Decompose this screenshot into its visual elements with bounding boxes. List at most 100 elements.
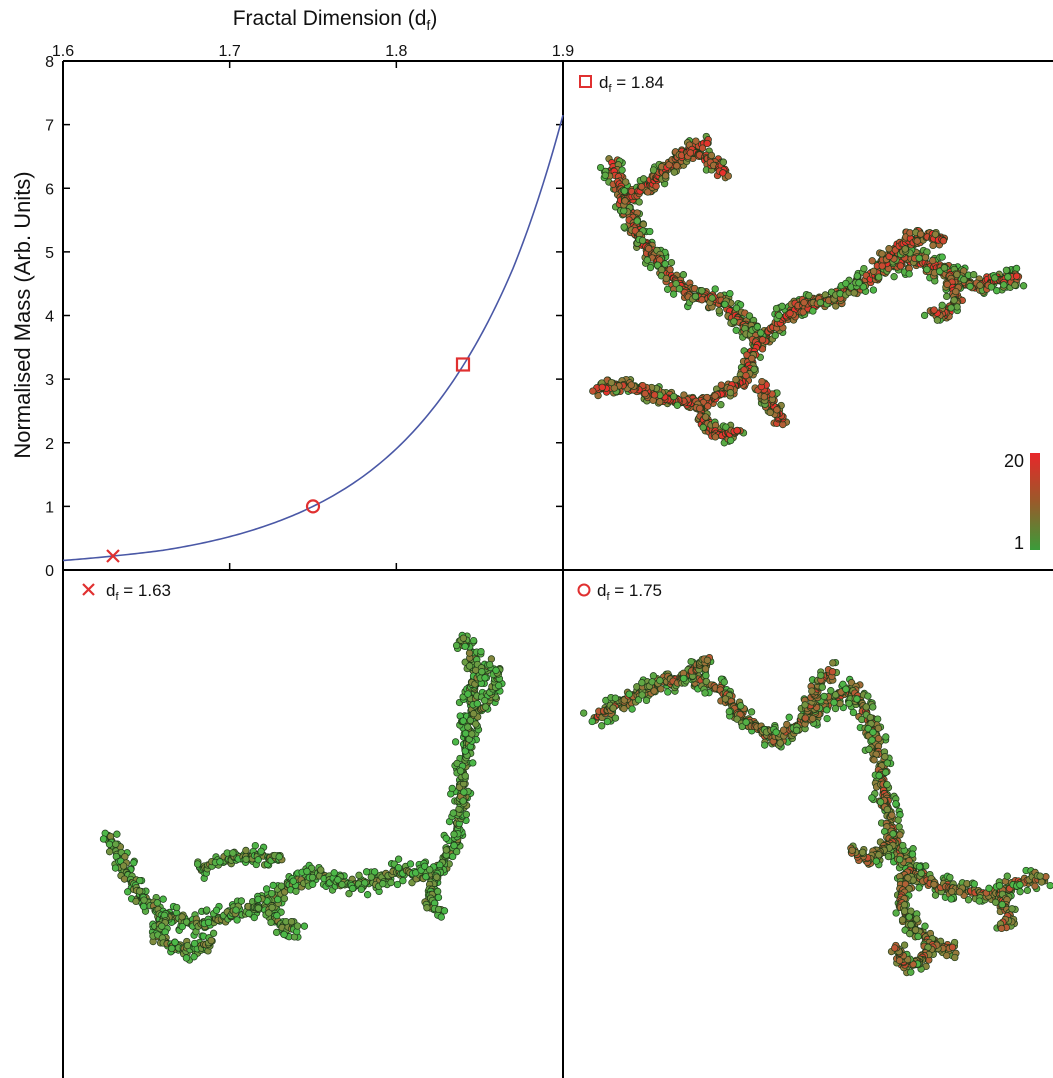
particle <box>703 139 711 148</box>
y-axis-label: Normalised Mass (Arb. Units) <box>10 171 35 458</box>
y-tick-label: 5 <box>45 245 54 262</box>
particle <box>1016 881 1024 889</box>
particle <box>277 882 286 890</box>
particle <box>883 805 891 814</box>
particle <box>900 941 909 949</box>
particle <box>725 707 733 716</box>
particle <box>254 904 263 912</box>
particle <box>611 714 620 722</box>
particle <box>761 741 769 749</box>
particle <box>216 858 224 866</box>
particle <box>168 944 176 953</box>
particle <box>692 137 700 145</box>
particle <box>875 851 883 859</box>
particle <box>817 671 825 679</box>
particle <box>905 913 913 921</box>
particle <box>182 954 191 962</box>
particle <box>938 253 946 261</box>
particle <box>943 292 951 301</box>
panel-label-text: df = 1.84 <box>599 73 664 95</box>
particle <box>711 285 719 293</box>
particle <box>662 274 670 283</box>
particle <box>750 365 758 373</box>
particle <box>330 869 338 877</box>
particle <box>262 885 271 893</box>
particle <box>953 303 961 311</box>
particle <box>459 797 467 805</box>
particle <box>393 880 402 889</box>
particle <box>461 642 469 651</box>
particle <box>900 901 909 909</box>
particle <box>232 906 240 914</box>
particle <box>732 304 741 312</box>
particle <box>465 649 474 657</box>
particle <box>469 759 477 767</box>
particle <box>853 695 861 703</box>
particle <box>890 273 898 281</box>
particle <box>722 423 730 431</box>
particle <box>872 857 880 865</box>
particle <box>830 698 838 707</box>
particle <box>642 696 651 705</box>
particle <box>437 913 445 921</box>
particle <box>947 304 955 312</box>
particle <box>596 163 605 172</box>
particle <box>801 714 810 722</box>
x-axis-ticks: 1.6 1.7 1.8 1.9 <box>52 43 574 570</box>
particle <box>387 878 395 887</box>
particle <box>869 728 877 736</box>
label-subscript: f <box>115 591 119 603</box>
particle <box>921 922 929 930</box>
particle <box>719 169 727 177</box>
particle <box>254 895 262 903</box>
particle <box>869 286 878 294</box>
particle <box>885 245 893 253</box>
particle <box>667 258 676 267</box>
particle <box>638 691 646 699</box>
particle <box>140 896 148 904</box>
particle <box>860 264 868 273</box>
particle <box>158 922 166 930</box>
particle <box>644 188 652 196</box>
particle <box>940 264 949 272</box>
particle <box>495 681 503 690</box>
label-subscript: f <box>606 591 610 603</box>
particle <box>237 897 246 905</box>
particle <box>895 823 903 831</box>
x-axis-label-close: ) <box>430 7 437 30</box>
particle <box>911 926 920 934</box>
particle <box>448 784 456 793</box>
particle <box>859 283 868 291</box>
particle <box>970 271 978 279</box>
particle <box>711 433 720 441</box>
circle-marker-icon <box>577 583 591 597</box>
particle <box>809 307 817 315</box>
particle <box>1008 905 1016 913</box>
particle <box>209 929 218 937</box>
particle <box>883 759 892 767</box>
particle <box>896 855 904 864</box>
particle <box>434 893 443 902</box>
particle <box>991 898 1000 906</box>
particle <box>913 915 921 923</box>
particle <box>451 738 460 746</box>
circle-data-marker <box>305 499 321 514</box>
particle <box>662 172 670 180</box>
particle <box>287 918 296 926</box>
particle <box>955 888 964 896</box>
particle <box>850 289 858 297</box>
particle <box>892 800 900 808</box>
particle <box>650 391 659 399</box>
particle <box>884 852 893 861</box>
particle <box>317 866 325 874</box>
particle <box>869 703 877 711</box>
particle <box>888 811 896 819</box>
particle <box>1031 882 1039 890</box>
particle <box>348 884 357 893</box>
particle <box>773 406 781 414</box>
particle <box>269 881 277 890</box>
particle <box>251 841 259 850</box>
particle <box>743 351 751 359</box>
panel-label-top-right: df = 1.84 <box>579 73 664 95</box>
